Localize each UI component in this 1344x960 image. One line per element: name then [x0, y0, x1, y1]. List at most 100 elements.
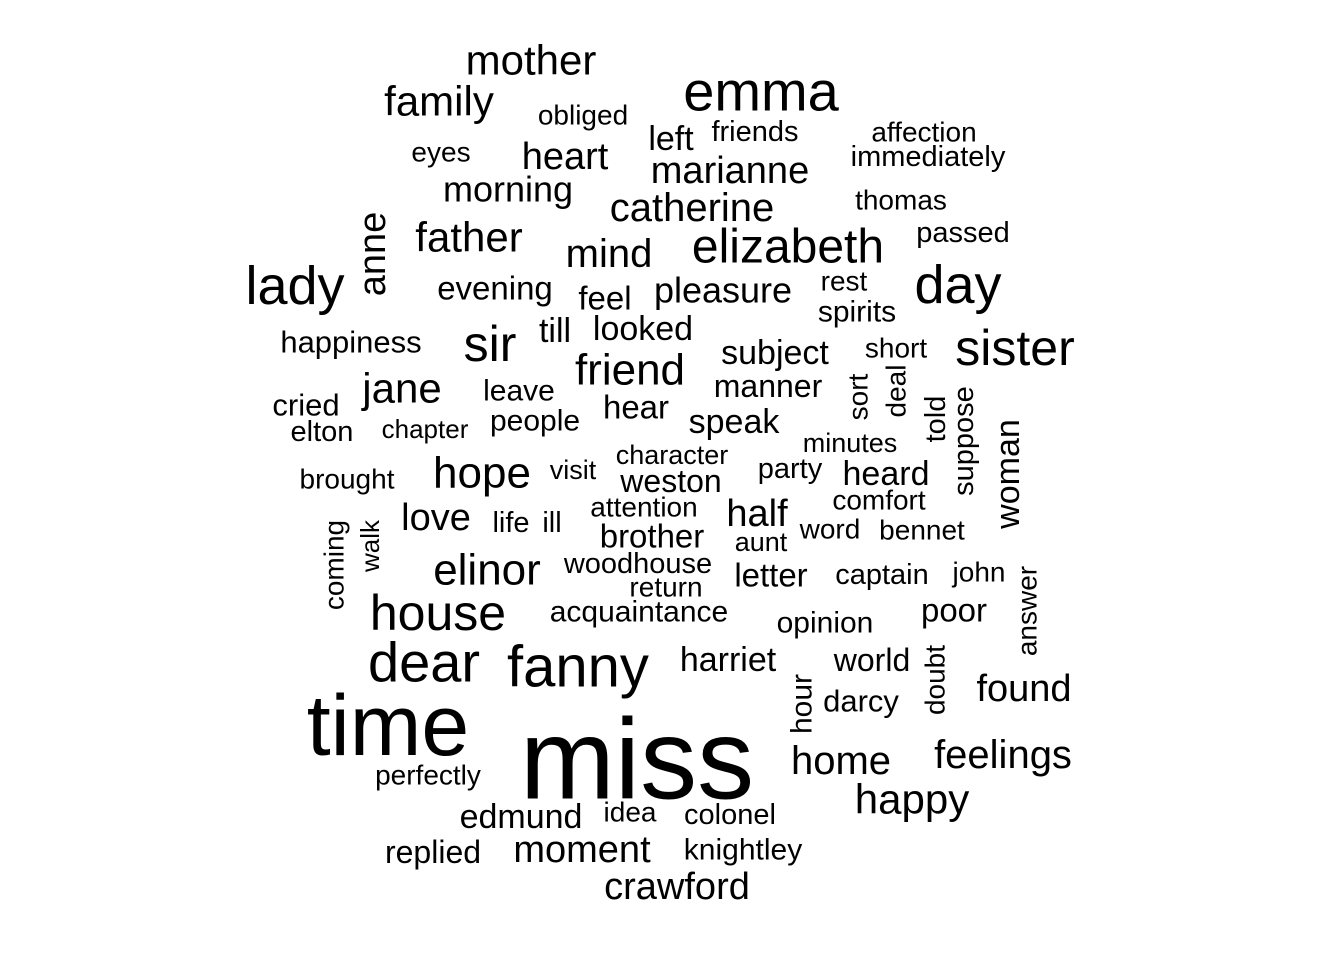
- word-miss: miss: [520, 697, 754, 824]
- word-sister: sister: [955, 320, 1074, 376]
- word-world: world: [833, 642, 910, 678]
- word-happy: happy: [855, 776, 969, 823]
- word-spirits: spirits: [818, 296, 896, 329]
- word-friends: friends: [711, 116, 798, 148]
- word-poor: poor: [921, 592, 987, 629]
- word-colonel: colonel: [684, 799, 776, 831]
- word-crawford: crawford: [604, 866, 750, 908]
- word-sort: sort: [843, 373, 874, 420]
- word-mother: mother: [466, 37, 597, 84]
- word-family: family: [384, 78, 494, 125]
- word-fanny: fanny: [507, 635, 649, 700]
- word-knightley: knightley: [684, 834, 802, 867]
- word-comfort: comfort: [832, 485, 926, 516]
- word-feelings: feelings: [934, 733, 1072, 777]
- word-chapter: chapter: [382, 414, 469, 444]
- word-attention: attention: [590, 492, 697, 523]
- word-jane: jane: [360, 365, 441, 412]
- word-woman: woman: [989, 419, 1027, 530]
- word-brought: brought: [300, 464, 395, 495]
- word-feel: feel: [578, 280, 631, 317]
- word-hope: hope: [433, 449, 531, 498]
- word-manner: manner: [714, 368, 823, 404]
- word-obliged: obliged: [538, 100, 628, 131]
- word-short: short: [865, 333, 927, 364]
- word-home: home: [791, 739, 891, 783]
- word-edmund: edmund: [460, 798, 583, 836]
- word-anne: anne: [352, 212, 394, 297]
- word-house: house: [370, 585, 506, 641]
- word-deal: deal: [881, 365, 912, 418]
- word-perfectly: perfectly: [375, 760, 481, 791]
- word-lady: lady: [245, 256, 344, 316]
- word-speak: speak: [689, 403, 781, 441]
- word-father: father: [415, 214, 522, 261]
- word-moment: moment: [513, 829, 651, 871]
- word-half: half: [726, 493, 788, 535]
- word-replied: replied: [385, 834, 481, 870]
- word-sir: sir: [464, 316, 517, 372]
- word-opinion: opinion: [777, 607, 874, 640]
- word-elizabeth: elizabeth: [692, 221, 884, 274]
- word-john: john: [952, 557, 1006, 588]
- word-till: till: [539, 312, 571, 350]
- word-friend: friend: [575, 346, 685, 395]
- word-evening: evening: [437, 270, 553, 307]
- word-party: party: [758, 453, 823, 485]
- word-marianne: marianne: [651, 150, 809, 192]
- word-day: day: [914, 255, 1001, 315]
- word-visit: visit: [550, 455, 597, 485]
- word-weston: weston: [619, 463, 721, 499]
- word-character: character: [616, 440, 729, 470]
- word-harriet: harriet: [680, 641, 777, 679]
- word-letter: letter: [734, 557, 807, 594]
- word-rest: rest: [821, 266, 868, 297]
- word-love: love: [401, 497, 471, 539]
- word-time: time: [307, 678, 469, 774]
- word-people: people: [490, 405, 580, 438]
- word-brother: brother: [600, 518, 705, 555]
- word-found: found: [976, 668, 1071, 710]
- word-elton: elton: [291, 416, 354, 448]
- word-happiness: happiness: [280, 325, 421, 360]
- word-hour: hour: [786, 674, 819, 734]
- word-darcy: darcy: [823, 684, 899, 719]
- word-mind: mind: [566, 232, 653, 276]
- word-idea: idea: [604, 797, 657, 828]
- word-coming: coming: [319, 520, 350, 610]
- word-emma: emma: [683, 60, 839, 123]
- word-immediately: immediately: [851, 141, 1006, 173]
- word-hear: hear: [603, 389, 669, 426]
- word-woodhouse: woodhouse: [563, 548, 712, 580]
- word-aunt: aunt: [735, 527, 788, 557]
- word-heart: heart: [522, 136, 609, 178]
- word-suppose: suppose: [948, 386, 980, 496]
- word-leave: leave: [483, 375, 555, 408]
- word-bennet: bennet: [879, 515, 965, 546]
- word-life: life: [492, 507, 529, 539]
- word-morning: morning: [443, 169, 573, 210]
- word-affection: affection: [871, 117, 976, 148]
- word-pleasure: pleasure: [654, 270, 792, 311]
- word-passed: passed: [916, 217, 1010, 249]
- word-left: left: [648, 120, 694, 158]
- word-doubt: doubt: [920, 645, 951, 715]
- word-dear: dear: [368, 631, 480, 694]
- word-word: word: [799, 514, 861, 545]
- word-minutes: minutes: [803, 428, 898, 458]
- word-thomas: thomas: [855, 185, 947, 216]
- word-elinor: elinor: [433, 546, 541, 595]
- word-heard: heard: [843, 455, 930, 493]
- word-captain: captain: [835, 559, 929, 591]
- word-acquaintance: acquaintance: [550, 596, 728, 629]
- word-ill: ill: [542, 507, 561, 539]
- word-catherine: catherine: [610, 186, 775, 230]
- word-subject: subject: [721, 334, 829, 372]
- word-cried: cried: [272, 388, 339, 423]
- word-told: told: [920, 396, 952, 443]
- word-walk: walk: [355, 519, 385, 573]
- word-return: return: [629, 572, 702, 603]
- word-answer: answer: [1012, 566, 1043, 656]
